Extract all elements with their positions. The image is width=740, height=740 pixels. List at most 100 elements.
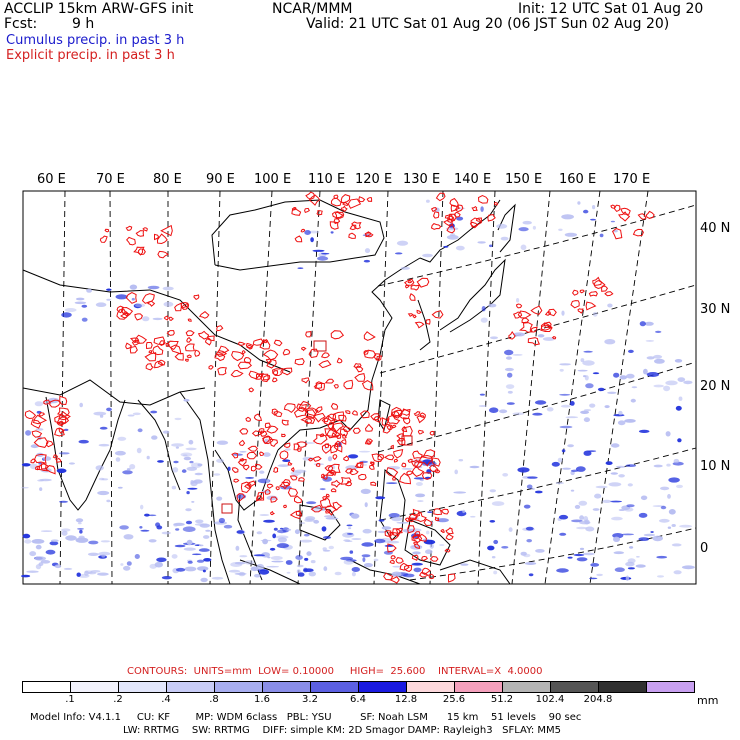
explicit-contour [342, 433, 347, 439]
cumulus-cell [559, 532, 567, 536]
cumulus-cell [638, 429, 650, 433]
colorbar-unit: mm [697, 694, 719, 707]
cumulus-cell [561, 214, 574, 220]
lon-label: 90 E [206, 172, 235, 187]
cumulus-cell [596, 573, 603, 577]
explicit-contour [248, 387, 255, 393]
cumulus-cell [626, 373, 635, 379]
explicit-contour [422, 449, 436, 459]
explicit-contour [281, 367, 293, 376]
explicit-contour [187, 318, 192, 322]
cumulus-cell [277, 529, 287, 534]
explicit-contour [321, 417, 329, 423]
explicit-contour [434, 468, 441, 474]
explicit-contour [214, 353, 226, 362]
cumulus-cell [136, 447, 142, 454]
center-label: NCAR/MMM [272, 1, 353, 17]
cumulus-cell [574, 504, 581, 509]
colorbar-tick-label: 1.6 [254, 694, 270, 705]
explicit-contour [45, 440, 54, 448]
explicit-contour [270, 496, 278, 503]
cumulus-cell [310, 560, 316, 564]
explicit-contour [417, 533, 428, 542]
colorbar-segment [214, 681, 263, 693]
cumulus-cell [565, 416, 579, 419]
cumulus-cell [348, 527, 352, 530]
explicit-contour [419, 412, 426, 418]
lon-label: 100 E [254, 172, 292, 187]
explicit-contour [433, 211, 440, 219]
cumulus-cell [106, 407, 112, 412]
explicit-contour [421, 472, 433, 480]
explicit-contour [399, 562, 410, 571]
cumulus-cell [525, 526, 534, 531]
cumulus-cell [81, 304, 88, 308]
cumulus-cell [488, 303, 497, 308]
explicit-contour [263, 338, 269, 344]
cumulus-cell [665, 431, 671, 437]
explicit-contour [230, 369, 244, 378]
cumulus-cell [144, 513, 150, 517]
cumulus-cell [286, 571, 291, 574]
cumulus-cell [99, 426, 108, 430]
lon-label: 110 E [308, 172, 346, 187]
cumulus-cell [526, 539, 532, 543]
cumulus-cell [624, 419, 636, 423]
explicit-contour [49, 399, 61, 408]
explicit-contour [338, 414, 347, 422]
explicit-contour [231, 452, 239, 459]
explicit-contour [430, 207, 438, 213]
explicit-contour [262, 435, 274, 445]
cumulus-cell [607, 303, 613, 308]
cumulus-cell [256, 531, 263, 535]
explicit-contour [266, 425, 279, 434]
cumulus-cell [638, 537, 650, 541]
explicit-contour [433, 508, 443, 516]
explicit-contour [160, 224, 173, 237]
model-info-line1: Model Info: V4.1.1 CU: KF MP: WDM 6class… [30, 712, 582, 723]
explicit-contour [577, 308, 584, 314]
cumulus-cell [654, 358, 665, 364]
explicit-contour [421, 567, 431, 576]
cumulus-cell [674, 359, 683, 363]
explicit-contour [388, 531, 399, 541]
cumulus-cell [97, 572, 109, 576]
colorbar-tick-label: 12.8 [394, 694, 418, 705]
explicit-contour [392, 410, 400, 418]
cumulus-cell [429, 543, 434, 549]
explicit-contour [446, 223, 456, 234]
explicit-contour [287, 461, 293, 466]
cumulus-cell [671, 543, 682, 547]
cumulus-cell [585, 383, 594, 389]
cumulus-cell [127, 414, 135, 417]
explicit-contour [342, 455, 350, 462]
cumulus-cell [146, 455, 150, 460]
cumulus-cell [31, 539, 45, 544]
explicit-contour [412, 534, 420, 540]
cumulus-cell [592, 311, 598, 317]
cumulus-cell [175, 567, 186, 572]
cumulus-cell [426, 530, 430, 535]
cumulus-cell [182, 526, 196, 532]
cumulus-cell [378, 519, 385, 522]
cumulus-cell [413, 567, 422, 573]
cumulus-cell [629, 546, 634, 549]
lat-label: 0 [700, 541, 709, 556]
cumulus-cell [571, 519, 583, 523]
cumulus-cell [676, 484, 683, 489]
cumulus-cell [139, 526, 143, 529]
explicit-contour [167, 340, 179, 351]
explicit-contour [413, 411, 421, 416]
explicit-contour [341, 201, 349, 207]
colorbar-segment [550, 681, 599, 693]
cumulus-cell [216, 440, 229, 445]
explicit-contour [301, 346, 307, 352]
cumulus-cell [582, 360, 595, 366]
cumulus-cell [609, 500, 623, 503]
explicit-contour [244, 483, 251, 489]
cumulus-cell [507, 390, 513, 394]
cumulus-cell [194, 472, 203, 476]
cumulus-cell [477, 241, 486, 244]
cumulus-cell [195, 519, 204, 524]
explicit-contour [601, 285, 609, 292]
